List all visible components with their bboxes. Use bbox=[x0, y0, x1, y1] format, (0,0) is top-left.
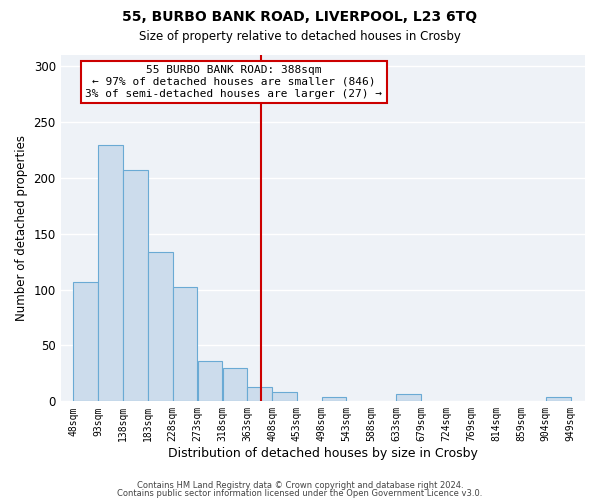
Bar bbox=[197, 361, 222, 402]
Text: Contains HM Land Registry data © Crown copyright and database right 2024.: Contains HM Land Registry data © Crown c… bbox=[137, 481, 463, 490]
Bar bbox=[148, 252, 173, 402]
Bar bbox=[322, 397, 346, 402]
X-axis label: Distribution of detached houses by size in Crosby: Distribution of detached houses by size … bbox=[168, 447, 478, 460]
Bar bbox=[98, 146, 123, 402]
Bar bbox=[223, 368, 247, 402]
Bar bbox=[546, 397, 571, 402]
Text: 55, BURBO BANK ROAD, LIVERPOOL, L23 6TQ: 55, BURBO BANK ROAD, LIVERPOOL, L23 6TQ bbox=[122, 10, 478, 24]
Bar bbox=[123, 170, 148, 402]
Text: Contains public sector information licensed under the Open Government Licence v3: Contains public sector information licen… bbox=[118, 488, 482, 498]
Y-axis label: Number of detached properties: Number of detached properties bbox=[15, 135, 28, 321]
Bar bbox=[73, 282, 98, 402]
Bar bbox=[173, 288, 197, 402]
Bar bbox=[247, 387, 272, 402]
Bar bbox=[397, 394, 421, 402]
Text: Size of property relative to detached houses in Crosby: Size of property relative to detached ho… bbox=[139, 30, 461, 43]
Text: 55 BURBO BANK ROAD: 388sqm
← 97% of detached houses are smaller (846)
3% of semi: 55 BURBO BANK ROAD: 388sqm ← 97% of deta… bbox=[85, 66, 382, 98]
Bar bbox=[272, 392, 297, 402]
